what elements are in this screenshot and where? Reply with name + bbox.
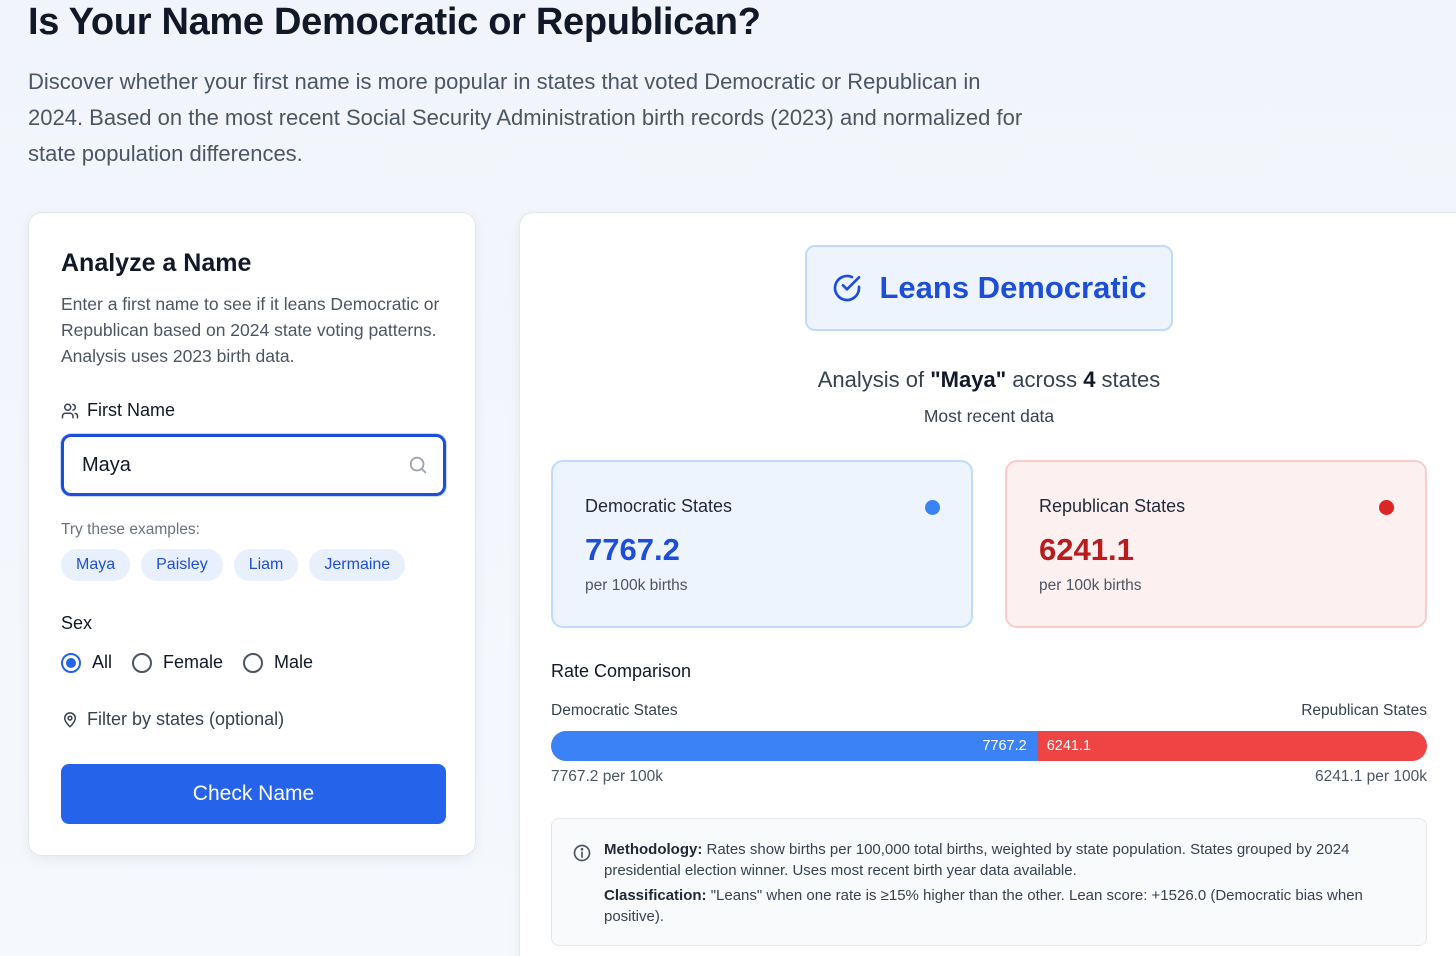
first-name-input[interactable] — [82, 437, 392, 493]
verdict-badge: Leans Democratic — [805, 245, 1173, 331]
first-name-label-text: First Name — [87, 400, 176, 420]
examples-label: Try these examples: — [61, 521, 200, 538]
sex-option-male[interactable]: Male — [243, 652, 313, 673]
republican-dot-icon — [1379, 500, 1394, 515]
sex-option-label: Male — [274, 652, 314, 672]
democratic-stat-unit: per 100k births — [585, 577, 688, 594]
methodology-text: Methodology: Rates show births per 100,0… — [604, 839, 1404, 931]
radio-male[interactable] — [243, 652, 264, 673]
analysis-suffix: states — [1095, 367, 1161, 392]
methodology-label: Methodology: — [604, 841, 703, 858]
example-chips: Maya Paisley Liam Jermaine — [61, 549, 406, 581]
page-description: Discover whether your first name is more… — [28, 69, 1023, 166]
sex-option-female[interactable]: Female — [132, 652, 223, 673]
check-name-button[interactable]: Check Name — [61, 764, 446, 824]
methodology-body: Rates show births per 100,000 total birt… — [604, 841, 1350, 879]
republican-stat-label: Republican States — [1039, 496, 1186, 516]
methodology-box: Methodology: Rates show births per 100,0… — [551, 818, 1427, 946]
republican-stat-value: 6241.1 — [1039, 532, 1134, 567]
search-icon — [409, 456, 427, 474]
analyze-form-card: Analyze a Name Enter a first name to see… — [28, 212, 476, 856]
classification-body: "Leans" when one rate is ≥15% higher tha… — [604, 887, 1363, 925]
analysis-summary: Analysis of "Maya" across 4 states — [520, 367, 1456, 393]
info-icon — [573, 844, 591, 862]
form-heading: Analyze a Name — [61, 249, 252, 277]
first-name-field — [61, 434, 446, 496]
filter-states-toggle[interactable]: Filter by states (optional) — [61, 709, 284, 730]
bar-label-republican: Republican States — [1301, 702, 1427, 719]
democratic-dot-icon — [925, 500, 940, 515]
bar-label-democratic: Democratic States — [551, 702, 678, 719]
users-icon — [61, 403, 79, 418]
sex-option-all[interactable]: All — [61, 652, 112, 673]
example-chip-liam[interactable]: Liam — [233, 549, 299, 581]
filter-states-label: Filter by states (optional) — [87, 709, 285, 729]
recency-note: Most recent data — [923, 406, 1055, 426]
example-chip-maya[interactable]: Maya — [61, 549, 131, 581]
republican-bar-segment: 6241.1 — [1036, 731, 1427, 761]
verdict-text: Leans Democratic — [879, 270, 1147, 305]
map-pin-icon — [64, 711, 76, 727]
democratic-bar-caption: 7767.2 per 100k — [551, 768, 664, 785]
first-name-label: First Name — [61, 400, 175, 421]
democratic-bar-text: 7767.2 — [982, 738, 1027, 754]
republican-bar-text: 6241.1 — [1046, 738, 1092, 754]
sex-option-label: Female — [163, 652, 224, 672]
republican-stat-unit: per 100k births — [1039, 577, 1142, 594]
check-circle-icon — [834, 274, 861, 302]
democratic-stat-label: Democratic States — [585, 496, 733, 516]
analysis-state-count: 4 — [1083, 367, 1096, 392]
sex-label: Sex — [61, 613, 93, 633]
example-chip-jermaine[interactable]: Jermaine — [309, 549, 406, 581]
radio-female[interactable] — [132, 652, 153, 673]
analysis-middle: across — [1006, 367, 1084, 392]
republican-bar-caption: 6241.1 per 100k — [1314, 768, 1427, 785]
example-chip-paisley[interactable]: Paisley — [141, 549, 223, 581]
classification-paragraph: Classification: "Leans" when one rate is… — [604, 885, 1404, 927]
rate-comparison-heading: Rate Comparison — [551, 661, 692, 681]
democratic-bar-segment: 7767.2 — [551, 731, 1037, 761]
analysis-name: "Maya" — [930, 367, 1007, 392]
radio-all[interactable] — [61, 652, 81, 673]
democratic-stat-value: 7767.2 — [585, 532, 680, 567]
republican-stat-card: Republican States 6241.1 per 100k births — [1005, 460, 1427, 628]
analysis-prefix: Analysis of — [817, 367, 931, 392]
democratic-stat-card: Democratic States 7767.2 per 100k births — [551, 460, 973, 628]
rate-comparison-bar: 7767.2 6241.1 — [551, 731, 1427, 761]
form-description: Enter a first name to see if it leans De… — [61, 294, 440, 366]
page-title: Is Your Name Democratic or Republican? — [28, 1, 761, 43]
sex-option-label: All — [92, 652, 113, 672]
classification-label: Classification: — [604, 887, 707, 904]
methodology-paragraph: Methodology: Rates show births per 100,0… — [604, 839, 1404, 881]
sex-radio-group: All Female Male — [61, 652, 313, 673]
results-card: Leans Democratic Analysis of "Maya" acro… — [519, 212, 1456, 956]
